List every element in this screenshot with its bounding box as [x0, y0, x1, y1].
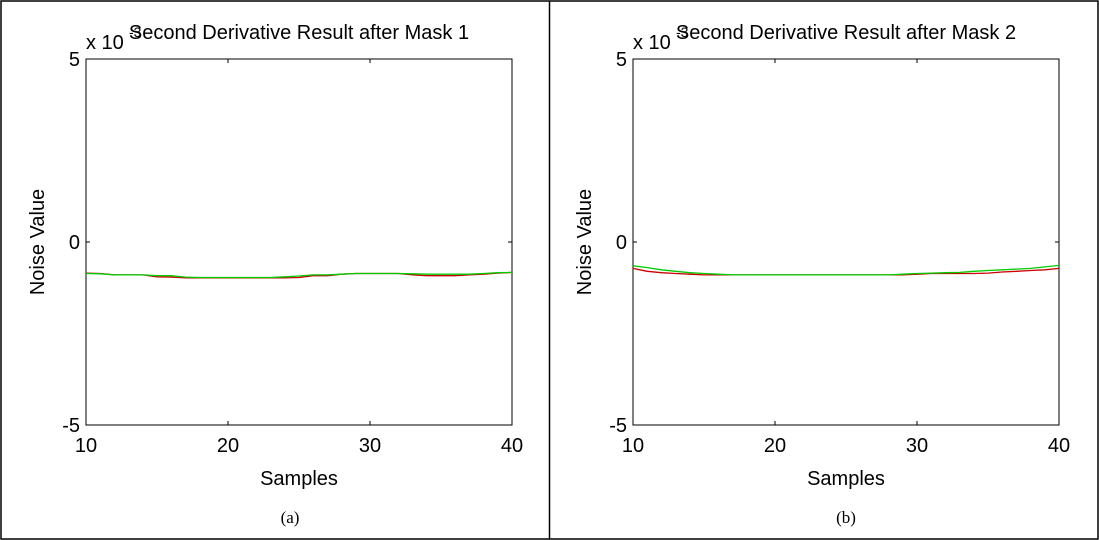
y-multiplier-exponent: -3 — [129, 24, 142, 40]
x-axis-label: Samples — [260, 468, 338, 490]
y-axis-label: Noise Value — [27, 189, 49, 295]
x-tick-label: 10 — [622, 435, 644, 457]
panel-a-caption: (a) — [281, 508, 300, 527]
x-tick-label: 20 — [217, 435, 239, 457]
series-line-1 — [632, 264, 1060, 276]
series-line-0 — [85, 271, 513, 279]
x-tick-label: 10 — [75, 435, 97, 457]
y-tick-label: -5 — [62, 415, 80, 437]
y-tick-label: -5 — [609, 415, 627, 437]
plot-area — [632, 58, 1060, 426]
y-tick-label: 0 — [69, 232, 80, 254]
x-tick-label: 30 — [359, 435, 381, 457]
x-tick-label: 40 — [1048, 435, 1070, 457]
x-tick-label: 40 — [501, 435, 523, 457]
y-tick-label: 5 — [616, 49, 627, 71]
y-tick-label: 0 — [616, 232, 627, 254]
series-line-1 — [85, 271, 513, 279]
y-axis-label: Noise Value — [574, 189, 596, 295]
x-tick-label: 20 — [764, 435, 786, 457]
chart-title: Second Derivative Result after Mask 1 — [129, 22, 469, 44]
x-tick-label: 30 — [906, 435, 928, 457]
plot-area — [85, 58, 513, 426]
panel-b-caption: (b) — [836, 508, 856, 527]
y-multiplier: x 10 — [86, 32, 124, 54]
y-multiplier-exponent: -3 — [676, 24, 689, 40]
x-axis-label: Samples — [807, 468, 885, 490]
chart-title: Second Derivative Result after Mask 2 — [676, 22, 1016, 44]
y-multiplier: x 10 — [633, 32, 671, 54]
y-tick-label: 5 — [69, 49, 80, 71]
